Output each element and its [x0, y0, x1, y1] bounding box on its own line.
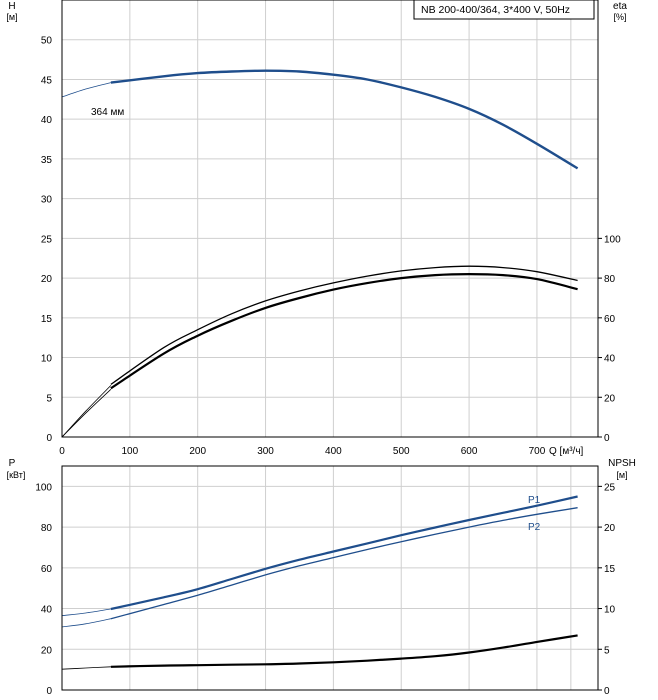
p-tick-label: 0 — [46, 686, 52, 697]
x-tick-label: 500 — [393, 446, 410, 457]
p-tick-label: 60 — [41, 564, 53, 575]
eta-curve-a — [110, 272, 578, 390]
impeller-diameter-label: 364 мм — [91, 107, 124, 118]
npsh-tick-label: 5 — [604, 645, 610, 656]
p-tick-label: 80 — [41, 523, 53, 534]
npsh-curve-extension — [61, 666, 111, 670]
p2-curve-extension — [61, 618, 111, 628]
p-tick-label: 100 — [35, 482, 52, 493]
h-curve-extension — [61, 82, 112, 98]
top-plot-frame — [61, 0, 599, 438]
series-label-p2: P2 — [528, 522, 541, 533]
h-tick-label: 0 — [46, 433, 52, 444]
h-tick-label: 40 — [41, 115, 53, 126]
bottom-grid — [61, 466, 598, 691]
npsh-axis-name: NPSH — [608, 458, 636, 469]
p-axis-unit: [кВт] — [7, 470, 26, 480]
eta-axis-unit: [%] — [613, 12, 626, 22]
bottom-curves — [61, 495, 578, 670]
eta-tick-label: 20 — [604, 393, 616, 404]
p-tick-label: 20 — [41, 645, 53, 656]
x-tick-label: 600 — [461, 446, 478, 457]
h-tick-label: 25 — [41, 234, 53, 245]
eta-curve-b — [110, 265, 578, 385]
h-tick-label: 50 — [41, 36, 53, 47]
h-tick-label: 30 — [41, 195, 53, 206]
eta-curve-a-extension — [61, 389, 112, 438]
eta-tick-label: 40 — [604, 354, 616, 365]
npsh-tick-label: 10 — [604, 605, 616, 616]
top-right-tick-labels: 0 20 40 60 80 100 — [598, 234, 621, 444]
h-curve — [110, 69, 579, 170]
h-axis-unit: [м] — [6, 12, 17, 22]
eta-tick-label: 60 — [604, 314, 616, 325]
h-tick-label: 15 — [41, 314, 53, 325]
x-tick-label: 100 — [122, 446, 139, 457]
top-curves — [61, 69, 579, 438]
npsh-axis-unit: [м] — [616, 470, 627, 480]
h-tick-label: 10 — [41, 354, 53, 365]
bottom-right-tick-labels: 0 5 10 15 20 25 — [598, 482, 616, 697]
eta-tick-label: 100 — [604, 234, 621, 245]
eta-tick-label: 0 — [604, 433, 610, 444]
npsh-tick-label: 20 — [604, 523, 616, 534]
series-label-p1: P1 — [528, 495, 541, 506]
p-tick-label: 40 — [41, 605, 53, 616]
npsh-tick-label: 25 — [604, 482, 616, 493]
x-tick-label: 0 — [59, 446, 65, 457]
h-axis-name: H — [8, 1, 15, 12]
p1-curve-extension — [61, 608, 111, 617]
x-tick-label: 300 — [257, 446, 274, 457]
h-tick-label: 20 — [41, 274, 53, 285]
title-box — [413, 0, 595, 20]
bottom-plot-frame — [61, 465, 599, 691]
bottom-left-tick-labels: 0 20 40 60 80 100 — [35, 482, 52, 697]
p1-curve — [110, 495, 578, 611]
h-tick-label: 5 — [46, 393, 52, 404]
x-axis-label: Q [м³/ч] — [549, 446, 584, 457]
top-grid — [61, 0, 598, 438]
eta-tick-label: 80 — [604, 274, 616, 285]
eta-axis-name: eta — [613, 1, 627, 12]
npsh-curve — [110, 634, 578, 668]
npsh-tick-label: 15 — [604, 564, 616, 575]
h-tick-label: 45 — [41, 75, 53, 86]
title-box-text: NB 200-400/364, 3*400 V, 50Hz — [421, 4, 570, 16]
x-tick-label: 700 — [529, 446, 546, 457]
eta-curve-b-extension — [61, 385, 112, 438]
x-tick-label: 400 — [325, 446, 342, 457]
p-axis-name: P — [9, 458, 16, 469]
npsh-tick-label: 0 — [604, 686, 610, 697]
h-tick-label: 35 — [41, 155, 53, 166]
p2-curve — [110, 507, 578, 620]
x-tick-label: 200 — [189, 446, 206, 457]
top-x-tick-labels: 0 100 200 300 400 500 600 700 — [59, 446, 545, 457]
top-left-tick-labels: 0 5 10 15 20 25 30 35 40 45 50 — [41, 36, 53, 444]
